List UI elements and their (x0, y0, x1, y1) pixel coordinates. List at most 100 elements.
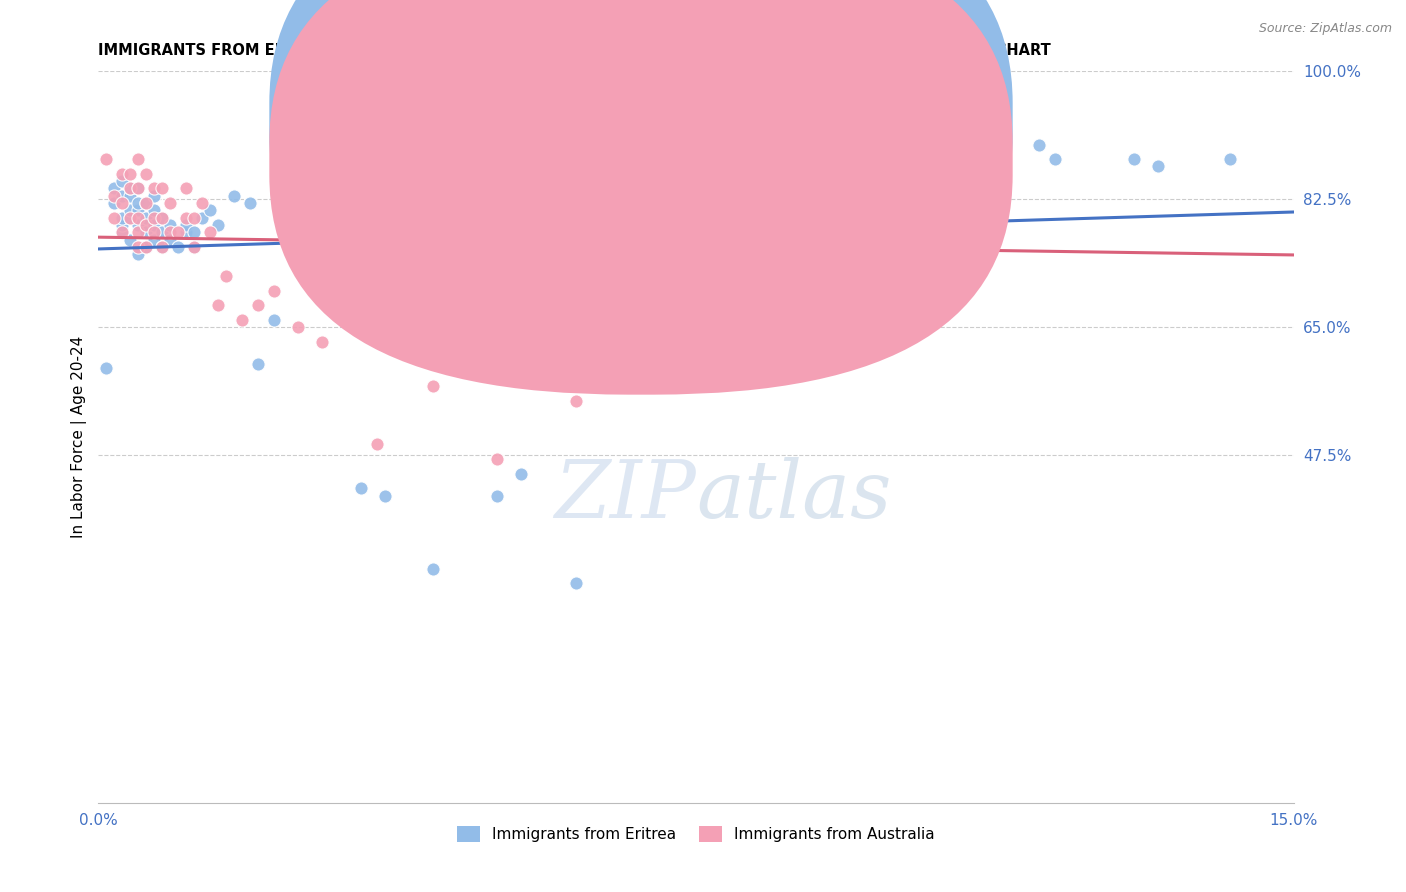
Point (470, 357, 492, 371)
Point (143, 188, 166, 202)
Point (150, 225, 173, 239)
Point (820, 71, 842, 86)
Point (589, 247, 612, 261)
Y-axis label: In Labor Force | Age 20-24: In Labor Force | Age 20-24 (72, 336, 87, 538)
Point (120, 233, 142, 247)
Text: 0.257: 0.257 (725, 150, 779, 168)
Point (120, 211, 142, 225)
FancyBboxPatch shape (270, 0, 1012, 355)
Point (135, 240, 157, 254)
Text: R =: R = (664, 110, 700, 128)
Point (135, 218, 157, 232)
Point (127, 181, 149, 195)
Point (150, 181, 173, 195)
Point (143, 181, 166, 195)
Point (311, 188, 333, 202)
Point (127, 218, 149, 232)
Point (159, 233, 181, 247)
Point (120, 188, 142, 202)
Point (111, 225, 134, 239)
Point (239, 196, 262, 211)
Point (246, 357, 269, 371)
Point (389, 343, 412, 357)
Point (150, 240, 173, 254)
Point (127, 247, 149, 261)
Point (111, 196, 134, 211)
Point (167, 240, 190, 254)
FancyBboxPatch shape (270, 0, 1012, 394)
Point (111, 188, 134, 202)
Point (804, 152, 827, 166)
Text: Source: ZipAtlas.com: Source: ZipAtlas.com (1258, 22, 1392, 36)
Point (96, 360, 118, 375)
Point (150, 211, 173, 225)
Point (143, 211, 166, 225)
Point (159, 196, 181, 211)
Text: atlas: atlas (696, 457, 891, 534)
Point (485, 452, 508, 467)
Text: IMMIGRANTS FROM ERITREA VS IMMIGRANTS FROM AUSTRALIA IN LABOR FORCE | AGE 20-24 : IMMIGRANTS FROM ERITREA VS IMMIGRANTS FR… (98, 43, 1052, 59)
Point (174, 181, 197, 195)
Point (135, 167, 157, 181)
Point (111, 174, 134, 188)
Point (231, 313, 253, 327)
Point (645, 174, 668, 188)
Point (135, 240, 157, 254)
Point (342, 225, 364, 239)
Point (150, 211, 173, 225)
Point (389, 196, 412, 211)
Point (127, 196, 149, 211)
Point (191, 196, 214, 211)
Point (207, 218, 229, 232)
Point (167, 225, 190, 239)
Point (422, 562, 444, 576)
FancyBboxPatch shape (606, 86, 948, 200)
Text: 58: 58 (866, 150, 889, 168)
Point (741, 137, 763, 152)
Point (628, 327, 651, 342)
Point (127, 211, 149, 225)
Point (509, 467, 531, 481)
Point (366, 437, 388, 451)
Point (159, 225, 181, 239)
Point (127, 203, 149, 218)
Point (135, 211, 157, 225)
Point (565, 393, 588, 408)
Point (207, 298, 229, 312)
Point (772, 94, 794, 108)
Point (326, 211, 349, 225)
Point (406, 327, 429, 342)
Point (263, 313, 285, 327)
Point (246, 298, 269, 312)
Text: 0.127: 0.127 (725, 110, 779, 128)
Point (135, 225, 157, 239)
Point (127, 225, 149, 239)
Point (198, 225, 221, 239)
Point (96, 152, 118, 166)
Point (111, 218, 134, 232)
Point (1219, 152, 1241, 166)
Point (605, 152, 627, 166)
Point (135, 196, 157, 211)
Point (135, 196, 157, 211)
Point (183, 240, 205, 254)
Point (222, 188, 245, 202)
Point (485, 489, 508, 503)
Point (143, 218, 166, 232)
Point (120, 211, 142, 225)
Legend: Immigrants from Eritrea, Immigrants from Australia: Immigrants from Eritrea, Immigrants from… (450, 819, 942, 850)
Point (693, 94, 716, 108)
Point (565, 576, 588, 591)
Point (263, 284, 285, 298)
Point (1123, 152, 1146, 166)
Point (1028, 137, 1050, 152)
Point (174, 218, 197, 232)
Text: ZIP: ZIP (554, 457, 696, 534)
Point (741, 78, 763, 93)
Point (215, 269, 238, 284)
Point (111, 225, 134, 239)
Point (103, 196, 125, 211)
Point (422, 379, 444, 393)
Point (183, 240, 205, 254)
Point (111, 211, 134, 225)
